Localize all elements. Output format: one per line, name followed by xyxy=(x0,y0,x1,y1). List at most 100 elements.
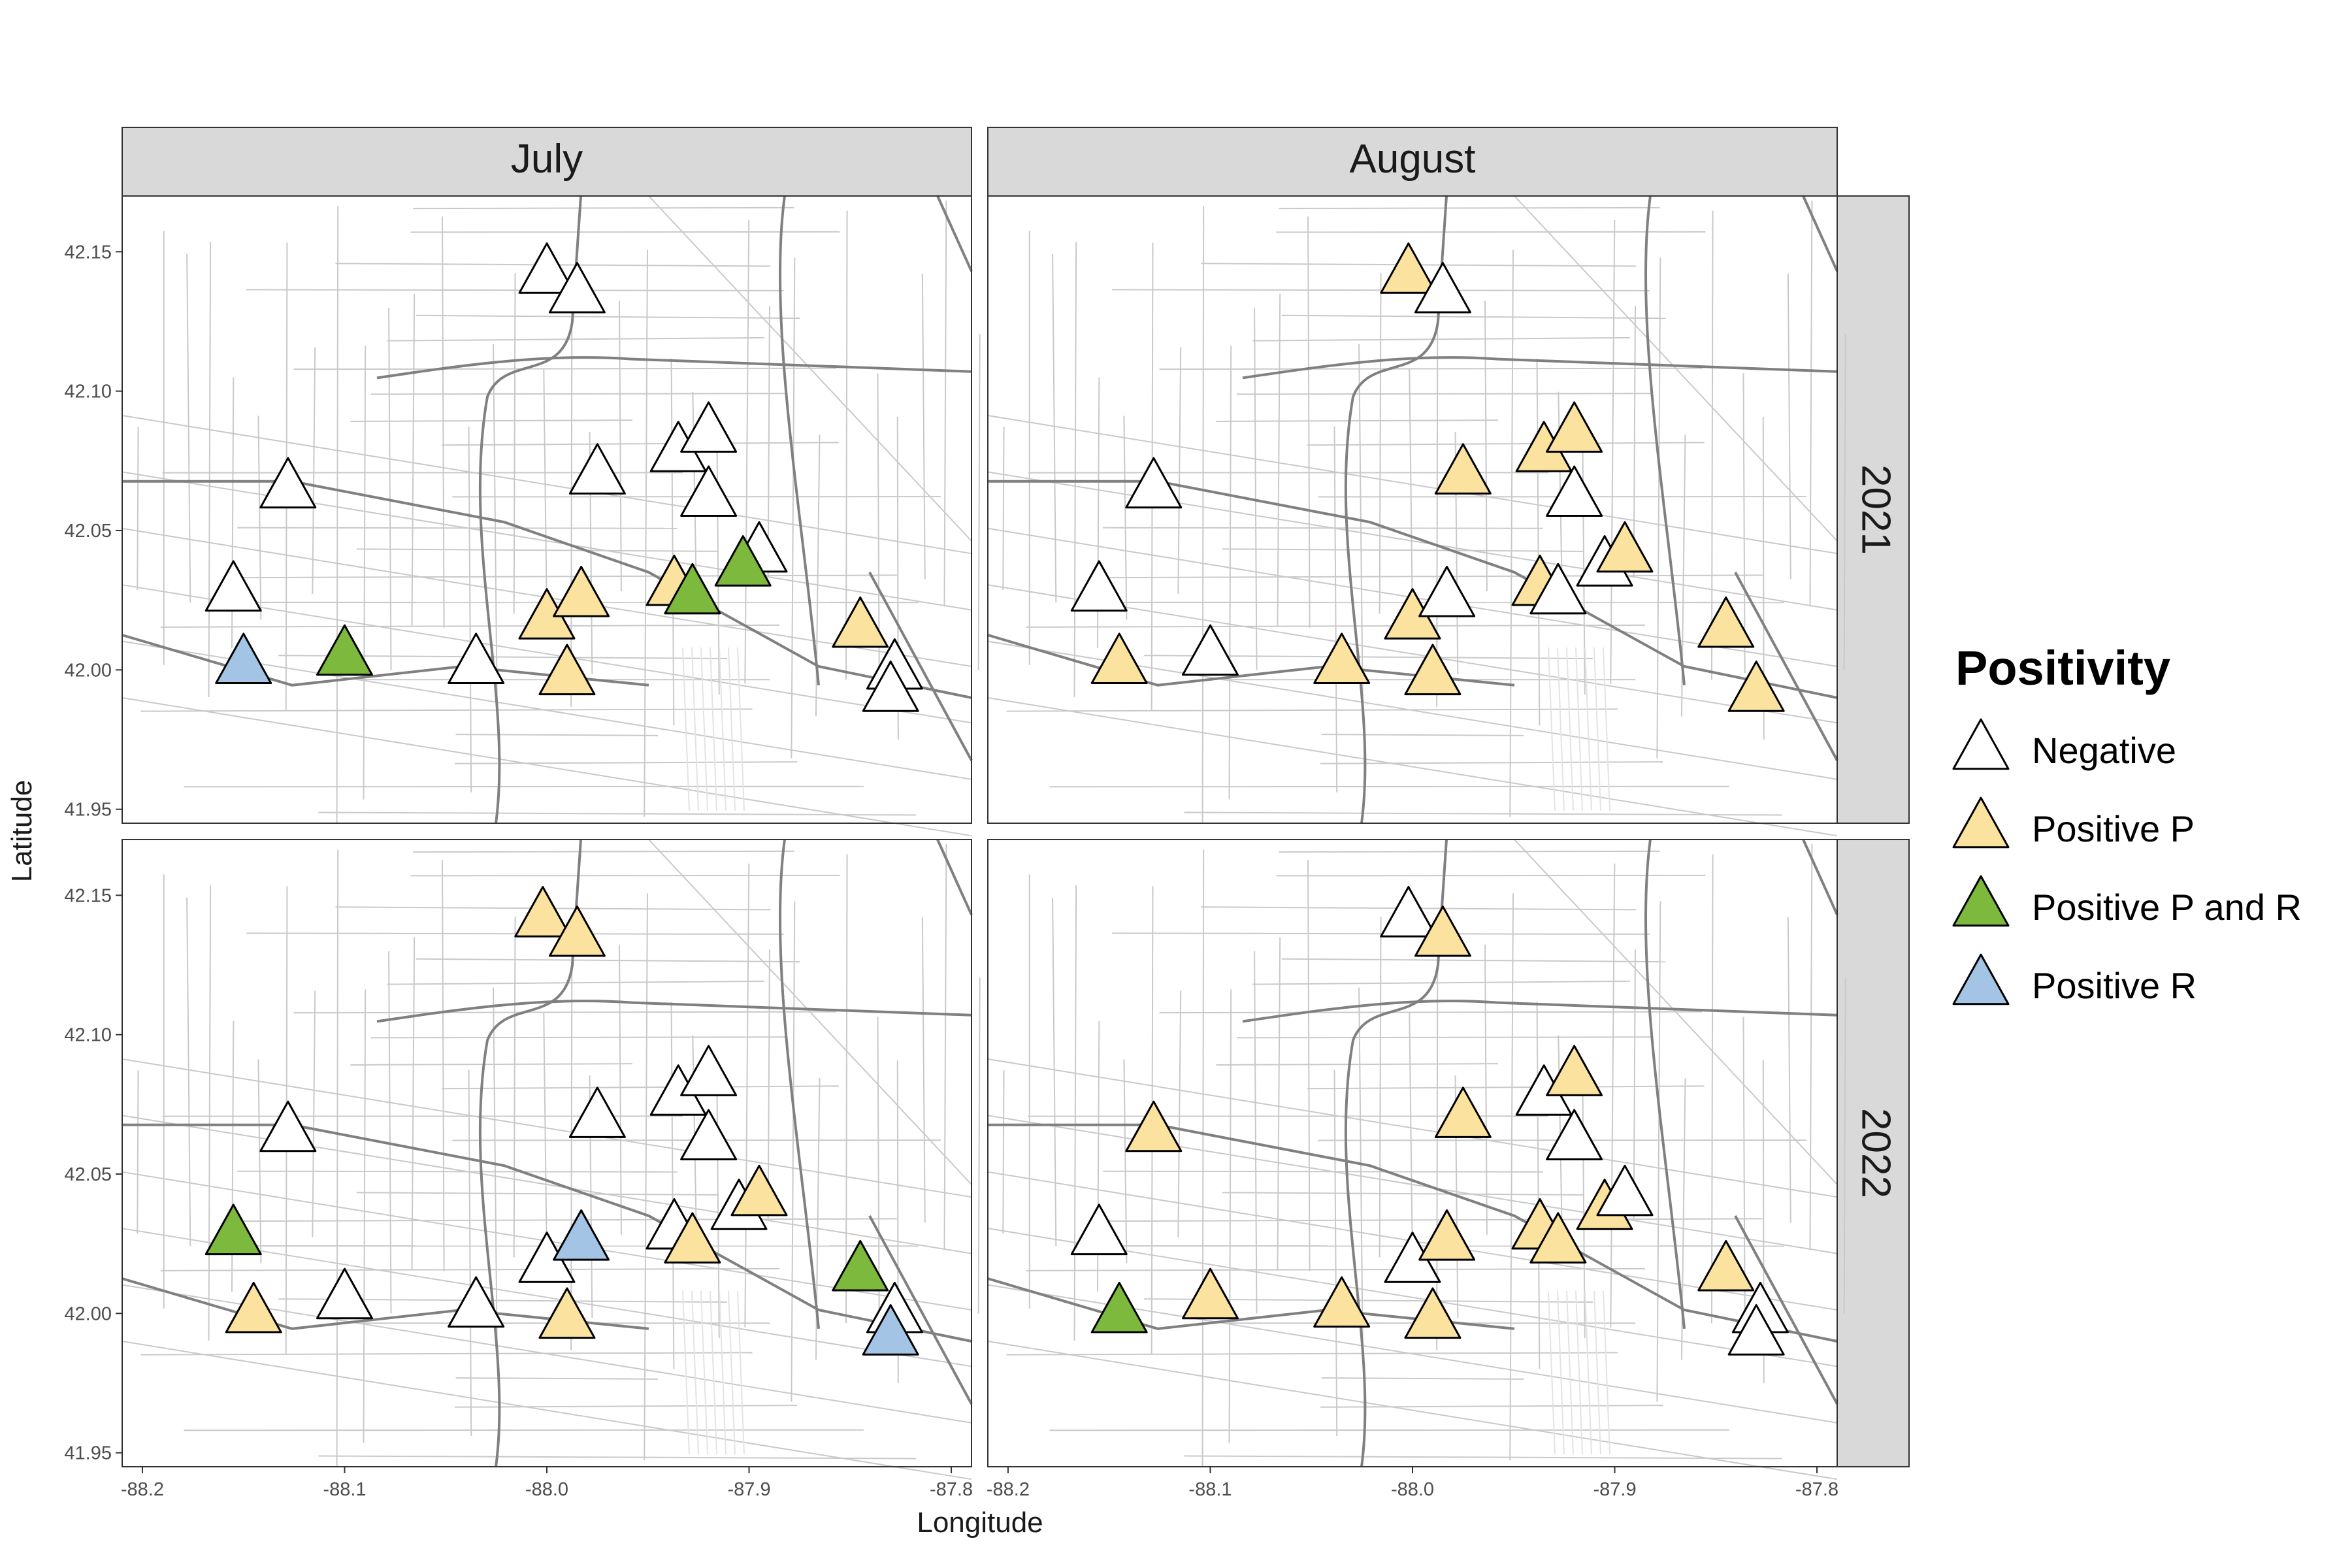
site-marker-p xyxy=(1697,1239,1755,1292)
road-line xyxy=(1379,273,1382,614)
highway-line xyxy=(1734,1215,1838,1405)
road-line xyxy=(356,1192,719,1196)
road-line xyxy=(744,863,750,1328)
road-line xyxy=(1307,442,1705,446)
road-line xyxy=(388,308,392,670)
road-line xyxy=(1742,1017,1746,1317)
road-line xyxy=(987,471,1838,611)
road-line xyxy=(237,527,678,529)
highway-line xyxy=(122,1123,972,1343)
road-line xyxy=(767,949,770,1220)
road-line xyxy=(1333,426,1338,792)
facet-strip-july xyxy=(122,127,972,197)
road-line xyxy=(468,426,472,792)
site-marker-neg xyxy=(259,457,317,509)
x-tick-label: -88.0 xyxy=(525,1479,568,1500)
road-line xyxy=(387,336,764,342)
road-line xyxy=(1281,314,1666,319)
road-line xyxy=(411,937,416,1270)
site-marker-pr xyxy=(832,1239,889,1292)
highway-line xyxy=(1344,195,1448,824)
site-marker-neg xyxy=(448,632,505,685)
road-line xyxy=(122,584,972,724)
site-marker-p xyxy=(225,1281,282,1333)
airport-runway xyxy=(728,1291,736,1454)
road-line xyxy=(208,242,212,697)
y-axis-bottom: 41.95 42.00 42.05 42.10 42.15 xyxy=(64,885,122,1464)
highway-line xyxy=(936,839,973,916)
highway-line xyxy=(376,1000,972,1023)
site-marker-neg xyxy=(568,443,626,495)
road-line xyxy=(1159,367,1703,370)
panel-background xyxy=(988,840,1837,1467)
airport-runway xyxy=(700,1291,708,1454)
road-line xyxy=(1509,250,1514,817)
legend-item-pr: Positive P and R xyxy=(1952,875,2302,928)
site-marker-neg xyxy=(1070,1203,1128,1256)
road-line xyxy=(387,980,764,985)
facet-label-july: July xyxy=(511,137,583,182)
site-marker-p xyxy=(1727,661,1785,712)
site-marker-neg xyxy=(680,401,738,453)
road-line xyxy=(140,708,753,712)
road-line xyxy=(1103,1170,1543,1173)
airport-runway xyxy=(719,647,727,811)
site-marker-p xyxy=(832,596,889,648)
road-line xyxy=(1333,1070,1338,1436)
road-line xyxy=(648,195,972,542)
road-line xyxy=(122,1058,972,1198)
road-line xyxy=(1787,273,1791,580)
road-line xyxy=(356,548,719,552)
site-marker-neg xyxy=(862,661,919,712)
legend-key-p xyxy=(1952,796,2010,849)
y-tick-label: 41.95 xyxy=(64,800,112,821)
road-line xyxy=(239,1218,897,1222)
road-line xyxy=(987,697,1838,837)
road-line xyxy=(543,368,548,627)
site-marker-p xyxy=(1313,632,1371,685)
y-axis-title: Latitude xyxy=(6,780,38,883)
road-line xyxy=(312,990,316,1238)
road-line xyxy=(977,334,981,670)
road-line xyxy=(122,1341,972,1480)
road-line xyxy=(1536,1002,1541,1369)
airport-runway xyxy=(700,647,708,811)
road-line xyxy=(122,471,972,611)
road-line xyxy=(1277,937,1281,1270)
site-marker-neg xyxy=(680,1045,738,1096)
highway-line xyxy=(1242,1000,1838,1023)
road-line xyxy=(1105,574,1763,579)
airport-runway xyxy=(1575,1291,1583,1454)
highway-line xyxy=(1242,356,1838,380)
site-markers xyxy=(204,886,923,1356)
road-line xyxy=(767,306,770,576)
airport-runway xyxy=(1548,647,1556,811)
road-line xyxy=(977,977,981,1314)
facet-strip-2021 xyxy=(1837,195,1910,824)
road-line xyxy=(987,1115,1838,1254)
y-tick-label: 42.15 xyxy=(64,885,112,906)
site-marker-neg xyxy=(1125,457,1183,509)
legend-key-neg xyxy=(1952,718,2010,770)
highway-line xyxy=(988,480,1838,699)
site-marker-p xyxy=(548,905,606,957)
x-axis-title: Longitude xyxy=(917,1507,1043,1539)
highway-line xyxy=(868,1215,973,1405)
road-line xyxy=(160,1267,780,1271)
site-marker-r xyxy=(215,632,272,685)
road-line xyxy=(455,734,659,736)
airport-runway xyxy=(1584,647,1592,811)
site-markers xyxy=(1070,886,1789,1356)
road-line xyxy=(1633,306,1636,576)
road-line xyxy=(1409,1011,1414,1271)
road-line xyxy=(1216,419,1498,422)
road-line xyxy=(1026,1267,1646,1271)
road-line xyxy=(1281,958,1666,963)
road-line xyxy=(137,1070,139,1234)
x-tick-label: -88.2 xyxy=(987,1479,1030,1500)
road-line xyxy=(644,250,649,817)
road-line xyxy=(122,1115,972,1254)
airport-area xyxy=(1548,647,1610,811)
road-line xyxy=(1321,734,1524,736)
road-line xyxy=(1222,1192,1584,1196)
